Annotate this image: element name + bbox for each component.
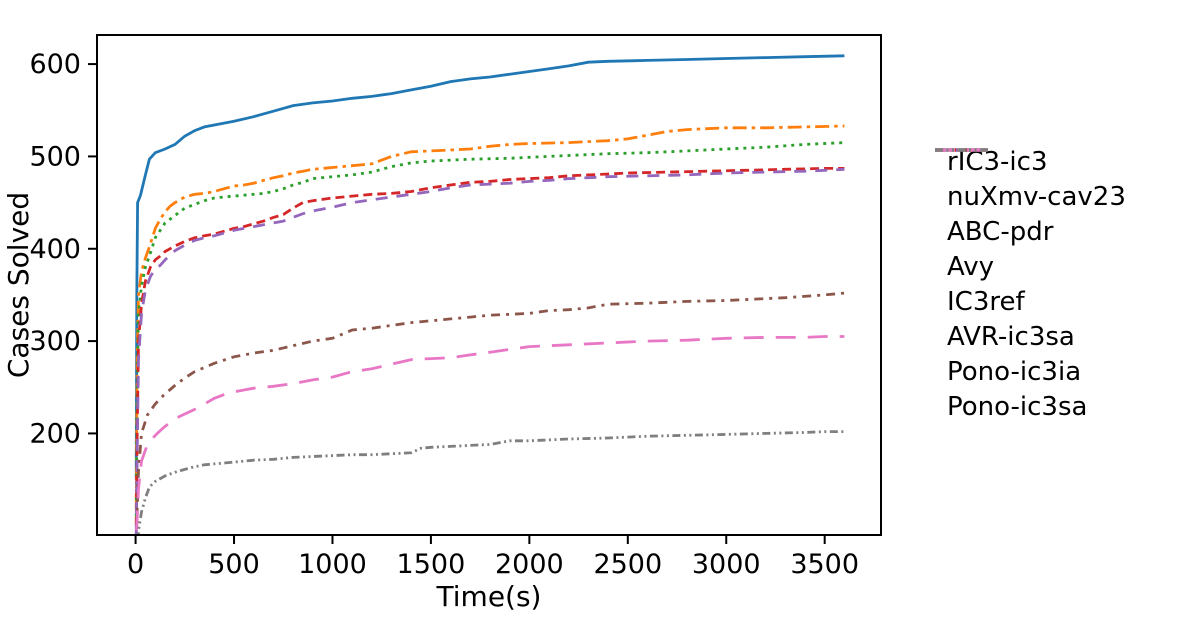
y-axis-label: Cases Solved [2, 192, 35, 378]
legend-label: nuXmv-cav23 [947, 181, 1126, 212]
x-tick-label: 2500 [593, 549, 662, 580]
legend-item-nuxmv-cav23: nuXmv-cav23 [934, 148, 1126, 214]
plot-spines [96, 34, 882, 536]
legend-label: Pono-ic3sa [947, 391, 1088, 422]
series-line-pono-ic3ia [135, 335, 845, 531]
legend-line-swatch [935, 148, 988, 152]
legend-label: Avy [947, 251, 995, 282]
series-line-abc-pdr [134, 141, 845, 517]
legend-item-ic3ref: IC3ref [934, 148, 1126, 319]
x-tick-label: 2000 [495, 549, 564, 580]
y-tick-label: 300 [29, 326, 81, 357]
legend-item-abc-pdr: ABC-pdr [934, 148, 1126, 249]
x-axis-label: Time(s) [436, 580, 542, 613]
legend-label: rIC3-ic3 [947, 146, 1048, 177]
legend-label: Pono-ic3ia [947, 356, 1082, 387]
legend-label: IC3ref [947, 286, 1025, 317]
x-tick-label: 500 [208, 549, 260, 580]
legend-item-avy: Avy [934, 148, 1126, 284]
x-tick-label: 1000 [298, 549, 367, 580]
y-tick-label: 200 [29, 418, 81, 449]
series-line-avy [134, 167, 845, 526]
y-tick-label: 400 [29, 234, 81, 265]
x-tick-label: 3000 [692, 549, 761, 580]
legend-label: ABC-pdr [947, 216, 1054, 247]
legend-line-swatch [935, 148, 988, 152]
series-line-ric3-ic3 [134, 54, 845, 480]
legend-item-pono-ic3ia: Pono-ic3ia [934, 148, 1126, 389]
series-line-pono-ic3sa [136, 430, 845, 535]
series-line-avr-ic3sa [135, 291, 845, 526]
y-tick-label: 600 [29, 49, 81, 80]
series-line-ic3ref [134, 167, 845, 535]
x-tick-label: 3500 [790, 549, 859, 580]
series-line-nuxmv-cav23 [134, 124, 845, 508]
legend-item-pono-ic3sa: Pono-ic3sa [934, 148, 1126, 424]
legend: rIC3-ic3 nuXmv-cav23 ABC-pdr Avy IC3ref AVR-i… [934, 144, 1126, 424]
legend-label: AVR-ic3sa [947, 321, 1075, 352]
x-tick-label: 1500 [397, 549, 466, 580]
x-tick-label: 0 [127, 549, 144, 580]
legend-item-avr-ic3sa: AVR-ic3sa [934, 148, 1126, 354]
y-tick-label: 500 [29, 141, 81, 172]
